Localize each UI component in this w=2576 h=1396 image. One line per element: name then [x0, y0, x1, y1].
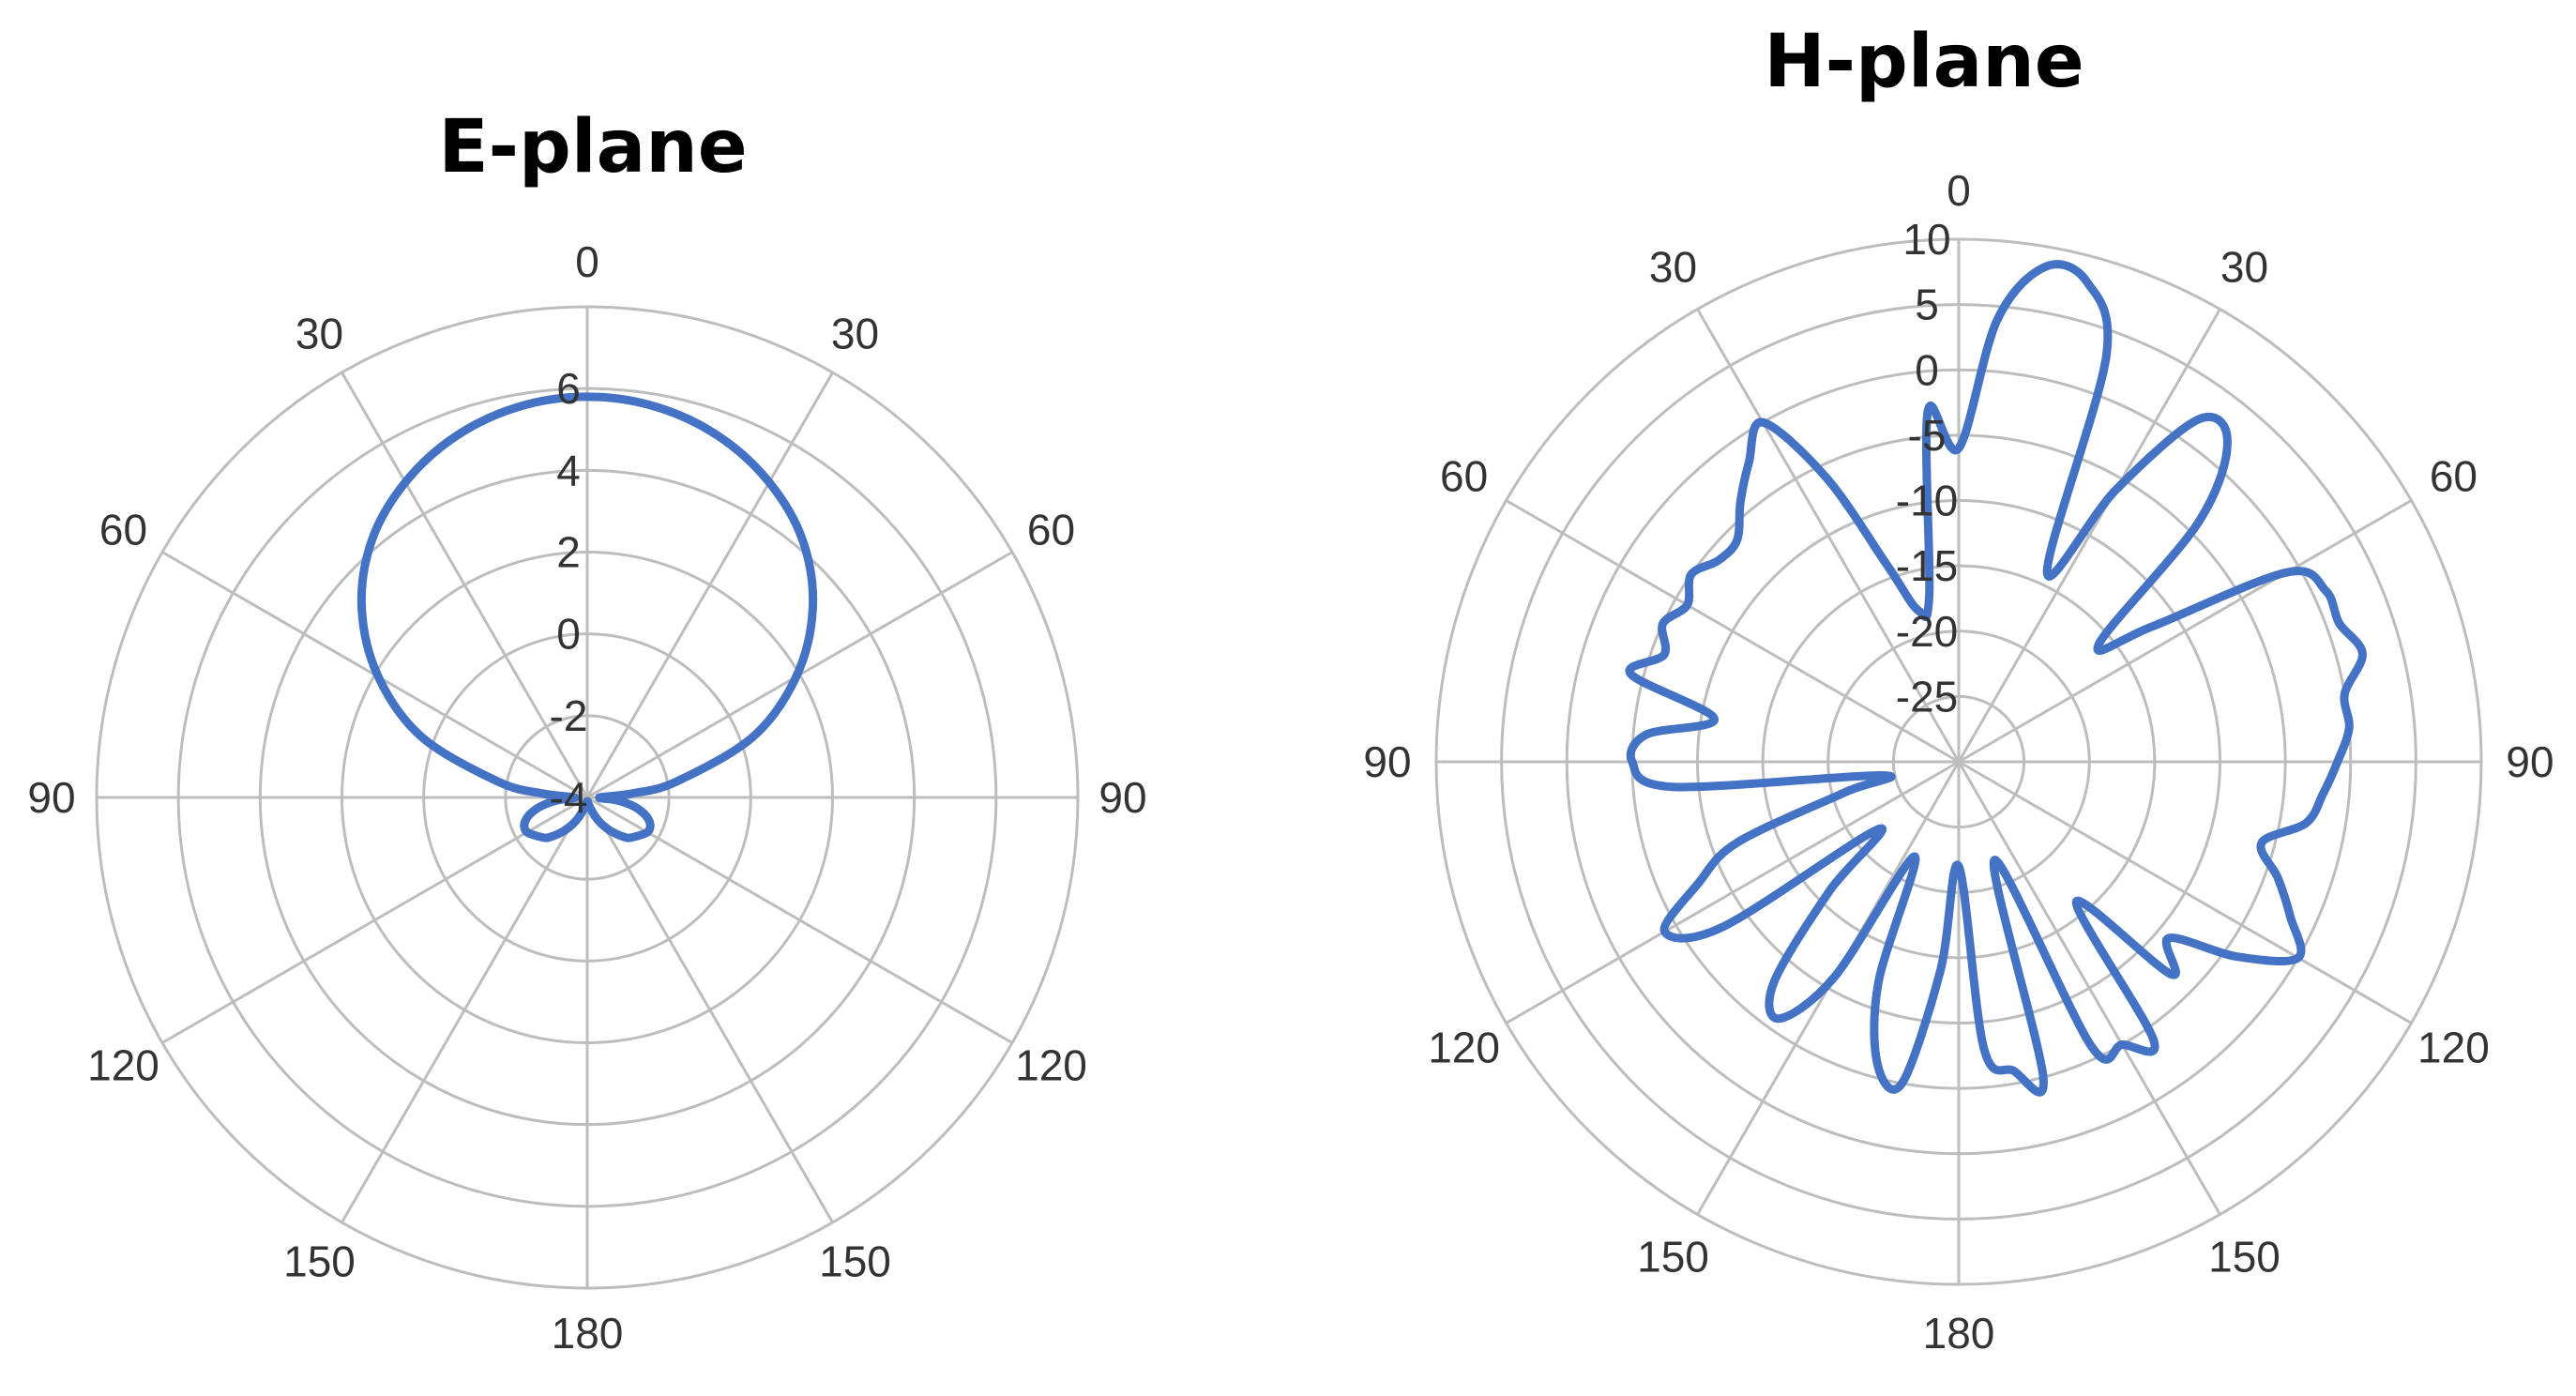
h-plane-angle-label: 30: [1649, 243, 1697, 292]
e-plane-angle-label: 150: [283, 1237, 356, 1286]
h-plane-angle-label: 180: [1923, 1309, 1995, 1358]
e-plane-radial-tick-label: 2: [556, 528, 581, 577]
h-plane-grid-spoke: [1505, 760, 1960, 1024]
e-plane-grid-spoke: [341, 372, 589, 798]
h-plane-grid-spoke: [1696, 308, 1961, 763]
h-plane-grid-spoke: [1958, 499, 2413, 764]
e-plane-angle-label: 30: [831, 309, 879, 357]
h-plane-radial-tick-label: -20: [1896, 607, 1958, 656]
e-plane-chart: E-plane 0 30 60 90 120 150 180 150 120 90 60 30 6 4 2 0…: [27, 105, 1146, 1358]
e-plane-angle-label: 120: [87, 1041, 159, 1090]
e-plane-angle-label: 120: [1015, 1041, 1087, 1090]
h-plane-angle-label: 60: [1440, 452, 1488, 501]
e-plane-angle-label: 60: [1027, 506, 1075, 554]
h-plane-angle-label: 120: [2417, 1024, 2490, 1072]
e-plane-radial-tick-label: 6: [556, 364, 581, 413]
e-plane-grid-spoke: [341, 797, 589, 1223]
h-plane-series-line: [1625, 260, 2367, 1097]
h-plane-radial-tick-label: 10: [1902, 215, 1950, 264]
h-plane-angle-label: 60: [2430, 452, 2478, 501]
e-plane-radial-tick-label: -4: [550, 773, 588, 822]
e-plane-angle-label: 90: [1099, 773, 1146, 822]
e-plane-angle-label: 180: [552, 1309, 624, 1358]
e-plane-angle-label: 0: [575, 237, 599, 286]
e-plane-angle-label: 150: [819, 1237, 891, 1286]
h-plane-title: H-plane: [1764, 20, 2084, 104]
h-plane-radial-tick-label: 0: [1915, 345, 1939, 394]
e-plane-series-line: [356, 392, 818, 842]
e-plane-grid-spoke: [585, 797, 834, 1223]
h-plane-angle-label: 0: [1947, 166, 1971, 215]
h-plane-grid-spoke: [1505, 499, 1960, 764]
h-plane-grid-spoke: [1957, 761, 2221, 1216]
e-plane-radial-tick-label: -2: [550, 691, 588, 740]
h-plane-chart: H-plane 0 30 60 90 120 150 180 150 120 90 60 30 10 5 0…: [1363, 20, 2553, 1358]
e-plane-angle-label: 90: [27, 773, 75, 822]
h-plane-angle-label: 90: [1363, 737, 1411, 786]
h-plane-angle-label: 150: [2208, 1232, 2281, 1281]
e-plane-grid-spoke: [161, 796, 588, 1044]
h-plane-radial-tick-label: -25: [1896, 672, 1958, 721]
e-plane-title: E-plane: [438, 105, 747, 190]
e-plane-grid-spoke: [586, 796, 1013, 1044]
h-plane-angle-label: 90: [2506, 737, 2553, 786]
h-plane-radial-tick-label: 5: [1915, 281, 1939, 329]
h-plane-angle-label: 30: [2220, 243, 2268, 292]
h-plane-angle-label: 150: [1637, 1232, 1709, 1281]
e-plane-angle-label: 60: [99, 506, 147, 554]
e-plane-angle-label: 30: [295, 309, 343, 357]
e-plane-radial-tick-label: 4: [556, 446, 581, 494]
h-plane-angle-label: 120: [1428, 1024, 1500, 1072]
h-plane-radial-tick-label: -5: [1908, 411, 1947, 460]
e-plane-radial-tick-label: 0: [556, 610, 581, 659]
h-plane-grid-spoke: [1958, 760, 2413, 1024]
e-plane-grid-spoke: [585, 372, 834, 798]
h-plane-grid-spoke: [1957, 308, 2221, 763]
h-plane-radial-tick-label: -10: [1896, 477, 1958, 525]
h-plane-radial-tick-label: -15: [1896, 541, 1958, 590]
